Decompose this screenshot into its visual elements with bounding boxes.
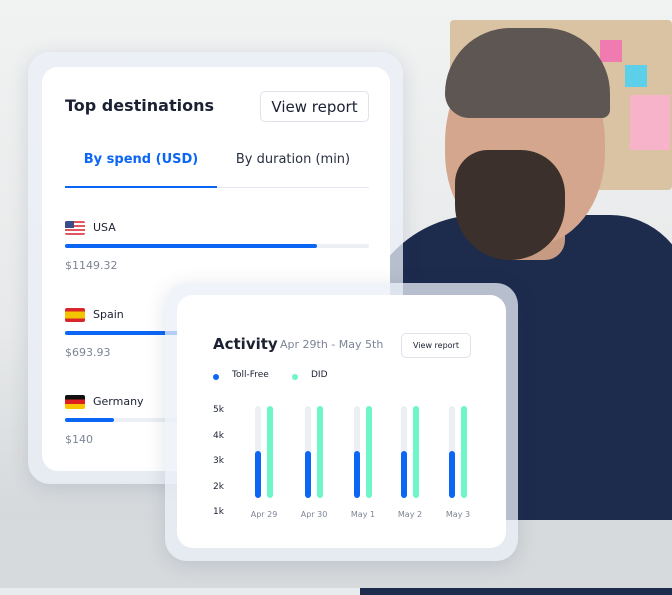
did-bar — [413, 406, 419, 498]
country-name: USA — [93, 221, 116, 234]
tab-divider — [65, 187, 369, 188]
spend-bar — [65, 244, 369, 248]
spain-flag-icon — [65, 308, 85, 322]
did-bar — [461, 406, 467, 498]
activity-title: Activity — [213, 335, 278, 353]
activity-card: Activity Apr 29th - May 5th View report … — [177, 295, 506, 548]
activity-date-range: Apr 29th - May 5th — [280, 338, 384, 351]
spend-value: $140 — [65, 433, 93, 446]
tab-by-spend[interactable]: By spend (USD) — [83, 152, 199, 167]
toll-free-bar — [401, 451, 407, 498]
germany-flag-icon — [65, 395, 85, 409]
x-tick-label: May 1 — [350, 510, 376, 519]
x-tick-label: Apr 29 — [250, 510, 278, 519]
y-tick-label: 3k — [213, 456, 224, 466]
spend-bar-fill — [65, 331, 217, 335]
activity-view-report-button[interactable]: View report — [401, 333, 471, 358]
did-bar — [366, 406, 372, 498]
legend-toll-free-dot — [213, 374, 219, 380]
toll-free-bar — [255, 451, 261, 498]
did-bar — [317, 406, 323, 498]
x-tick-label: May 3 — [445, 510, 471, 519]
card-title: Top destinations — [65, 96, 214, 115]
tab-by-duration[interactable]: By duration (min) — [235, 152, 351, 167]
legend-did: DID — [311, 370, 328, 380]
legend-toll-free: Toll-Free — [232, 370, 269, 380]
country-name: Germany — [93, 395, 144, 408]
did-bar — [267, 406, 273, 498]
toll-free-bar — [354, 451, 360, 498]
x-tick-label: Apr 30 — [300, 510, 328, 519]
us-flag-icon — [65, 221, 85, 235]
spend-bar-fill — [65, 244, 318, 248]
spend-value: $693.93 — [65, 346, 111, 359]
country-name: Spain — [93, 308, 124, 321]
y-tick-label: 1k — [213, 507, 224, 517]
toll-free-bar — [449, 451, 455, 498]
legend-did-dot — [292, 374, 298, 380]
spend-value: $1149.32 — [65, 259, 118, 272]
view-report-button[interactable]: View report — [260, 91, 369, 122]
active-tab-indicator — [65, 186, 217, 188]
y-tick-label: 5k — [213, 405, 224, 415]
toll-free-bar — [305, 451, 311, 498]
x-tick-label: May 2 — [397, 510, 423, 519]
y-tick-label: 2k — [213, 481, 224, 492]
spend-bar-fill — [65, 418, 114, 422]
y-tick-label: 4k — [213, 430, 224, 441]
